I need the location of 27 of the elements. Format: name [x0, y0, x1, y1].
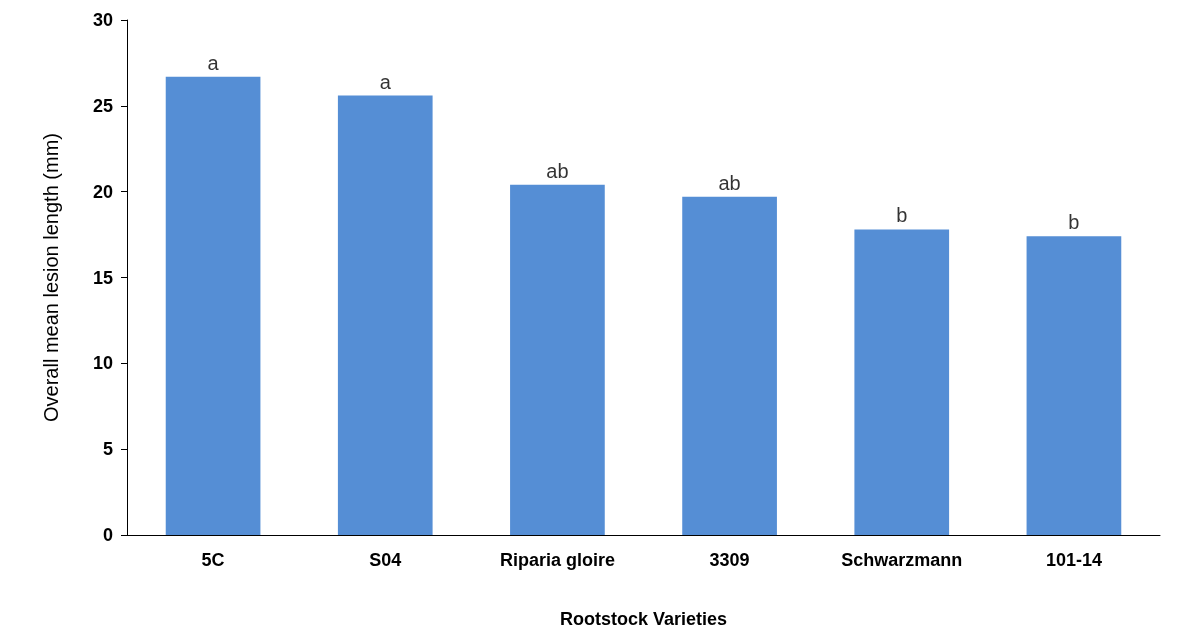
- bar: [165, 76, 261, 535]
- x-axis-title: Rootstock Varieties: [559, 609, 728, 629]
- annotation: a: [379, 70, 392, 93]
- y-axis-title: Overall mean lesion length (mm): [40, 133, 62, 422]
- x-tick-label: Schwarzmann: [841, 550, 963, 570]
- annotation: a: [207, 51, 220, 74]
- x-tick-label: 5C: [201, 550, 225, 570]
- y-tick-label: 5: [102, 439, 113, 460]
- bar: [682, 196, 777, 535]
- y-tick-label: 10: [92, 353, 113, 374]
- annotation: ab: [546, 159, 569, 182]
- x-tick-label: S04: [369, 550, 402, 570]
- y-tick-label: 0: [102, 525, 113, 545]
- y-tick-label: 20: [92, 181, 113, 202]
- x-tick-label: 101-14: [1045, 550, 1102, 570]
- y-tick-label: 30: [92, 10, 113, 30]
- x-tick-label: 3309: [709, 550, 750, 570]
- x-tick-label: Riparia gloire: [499, 550, 615, 570]
- y-tick-label: 25: [92, 95, 113, 116]
- bar: [854, 229, 950, 535]
- y-tick-label: 15: [92, 267, 113, 288]
- bar: [510, 184, 605, 535]
- annotation: ab: [718, 171, 741, 194]
- annotation: b: [896, 204, 908, 227]
- bar: [1026, 236, 1122, 535]
- bar: [337, 95, 433, 535]
- annotation: b: [1068, 211, 1080, 234]
